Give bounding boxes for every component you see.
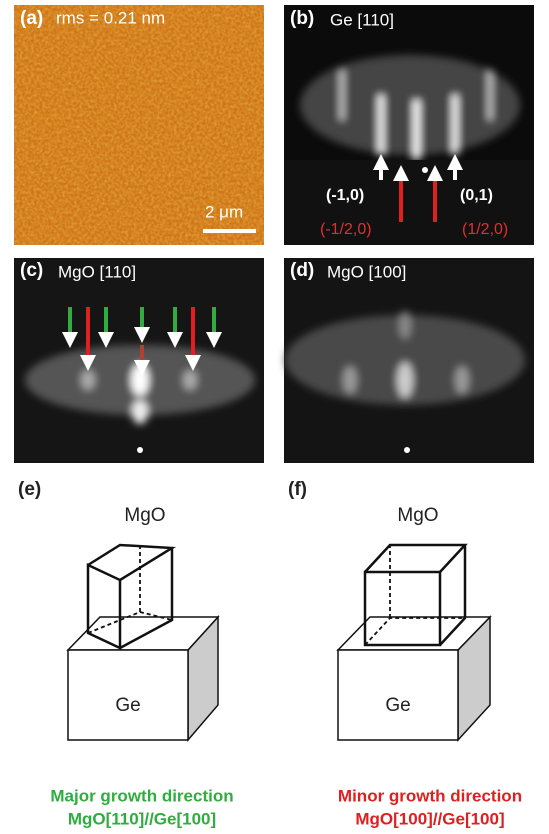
ge-cube (336, 615, 492, 742)
caption: MgO[100]//Ge[100] (355, 809, 504, 828)
panel-title: rms = 0.21 nm (56, 8, 165, 27)
caption: MgO[110]//Ge[100] (68, 809, 216, 828)
spot-label: (-1/2,0) (320, 221, 372, 238)
panel-title: MgO [110] (58, 262, 136, 281)
rheed-streaks (300, 55, 520, 160)
crystal-label: MgO (124, 505, 165, 526)
spot-label: (0,1) (460, 187, 493, 204)
direct-spot (404, 447, 410, 453)
panel-label: (c) (20, 260, 43, 281)
scale-bar-label: 2 μm (205, 202, 243, 221)
rheed-streaks (285, 311, 525, 405)
crystal-label: Ge (385, 695, 410, 716)
direct-spot (422, 167, 428, 173)
scale-bar (203, 229, 256, 233)
panel-label: (f) (288, 479, 307, 500)
spot-label: (1/2,0) (462, 221, 508, 238)
caption: Major growth direction (50, 786, 233, 805)
crystal-label: Ge (115, 695, 140, 716)
direct-spot (137, 447, 143, 453)
panel-title: Ge [110] (330, 10, 394, 29)
mgo-cube (363, 543, 468, 647)
panel-label: (e) (18, 479, 41, 500)
panel-label: (b) (290, 8, 314, 29)
arrows (62, 307, 222, 376)
afm-texture (14, 5, 264, 245)
panel-label: (a) (20, 8, 43, 29)
crystal-label: MgO (397, 505, 438, 526)
panel-label: (d) (290, 260, 314, 281)
spot-label: (-1,0) (326, 187, 364, 204)
mgo-cube (86, 543, 177, 650)
shadow (284, 160, 534, 245)
caption: Minor growth direction (338, 786, 522, 805)
panel-title: MgO [100] (327, 262, 406, 281)
